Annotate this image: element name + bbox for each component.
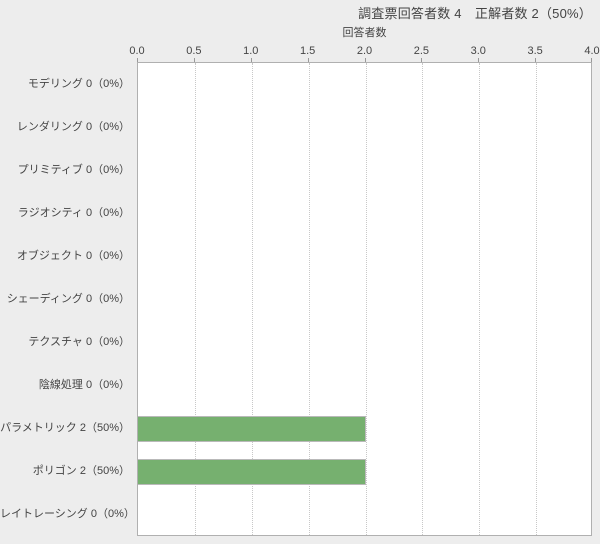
y-axis-category-labels: モデリング 0（0%） レンダリング 0（0%） プリミティブ 0（0%） ラジオシテ… — [0, 62, 135, 536]
bar-rows — [138, 63, 591, 535]
y-axis-category-label: レンダリング 0（0%） — [16, 120, 130, 133]
gridline — [308, 63, 310, 535]
bar-row — [138, 235, 591, 278]
x-axis-tick-mark — [250, 58, 252, 62]
y-axis-category-label: 陰線処理 0（0%） — [38, 379, 130, 392]
y-axis-category-label: シェーディング 0（0%） — [6, 293, 130, 305]
x-axis-tick-mark — [364, 58, 366, 62]
x-axis-tick-labels: 0.0 0.5 1.0 1.5 2.0 2.5 3.0 3.5 4.0 — [129, 44, 599, 58]
x-axis-tick-label: 3.0 — [470, 45, 486, 57]
y-axis-category-label: オブジェクト 0（0%） — [16, 249, 130, 262]
x-axis-tick-mark — [478, 58, 480, 62]
y-axis-category-label: パラメトリック 2（50%） — [0, 422, 130, 435]
x-axis-tick-mark — [591, 58, 592, 62]
gridline — [479, 63, 481, 535]
bar-row — [138, 365, 591, 408]
x-axis-tick-mark — [193, 58, 195, 62]
x-axis-tick-mark — [307, 58, 309, 62]
bar-row — [138, 494, 591, 535]
x-axis-title: 回答者数 — [342, 27, 387, 39]
y-axis-category-label: レイトレーシング 0（0%） — [0, 508, 135, 521]
bar-row — [138, 278, 591, 321]
x-axis-tick-label: 4.0 — [584, 45, 600, 57]
gridline — [194, 63, 196, 535]
bar-row — [138, 408, 591, 451]
x-axis-tick-label: 0.0 — [129, 45, 145, 57]
x-axis-tick-mark — [421, 58, 423, 62]
x-axis-tick-label: 3.5 — [527, 45, 543, 57]
gridline — [251, 63, 253, 535]
gridline — [536, 63, 538, 535]
x-axis-tick-label: 2.5 — [413, 45, 430, 57]
y-axis-category-label: ラジオシティ 0（0%） — [17, 206, 130, 219]
y-axis-category-label: ポリゴン 2（50%） — [32, 465, 130, 478]
y-axis-category-label: プリミティブ 0（0%） — [17, 163, 130, 176]
x-axis-tick-label: 1.5 — [299, 45, 316, 57]
bar-row — [138, 149, 591, 192]
bar-row — [138, 106, 591, 149]
bar-row — [138, 63, 591, 106]
x-axis-tick-marks — [137, 58, 592, 62]
bar-row — [138, 322, 591, 365]
x-axis-tick-label: 2.0 — [356, 45, 373, 57]
page-title: 調査票回答者数 4 正解者数 2（50%） — [358, 6, 592, 21]
x-axis-tick-mark — [535, 58, 537, 62]
plot-area — [137, 62, 592, 536]
gridline — [365, 63, 367, 535]
x-axis-tick-label: 1.0 — [243, 45, 259, 57]
bar-row — [138, 451, 591, 494]
y-axis-category-label: テクスチャ 0（0%） — [28, 336, 130, 349]
bar — [138, 416, 366, 443]
x-axis-tick-mark — [137, 58, 138, 62]
y-axis-category-label: モデリング 0（0%） — [27, 77, 130, 90]
bar-row — [138, 192, 591, 235]
gridline — [422, 63, 424, 535]
x-axis-tick-label: 0.5 — [186, 45, 202, 57]
bar — [138, 459, 366, 486]
